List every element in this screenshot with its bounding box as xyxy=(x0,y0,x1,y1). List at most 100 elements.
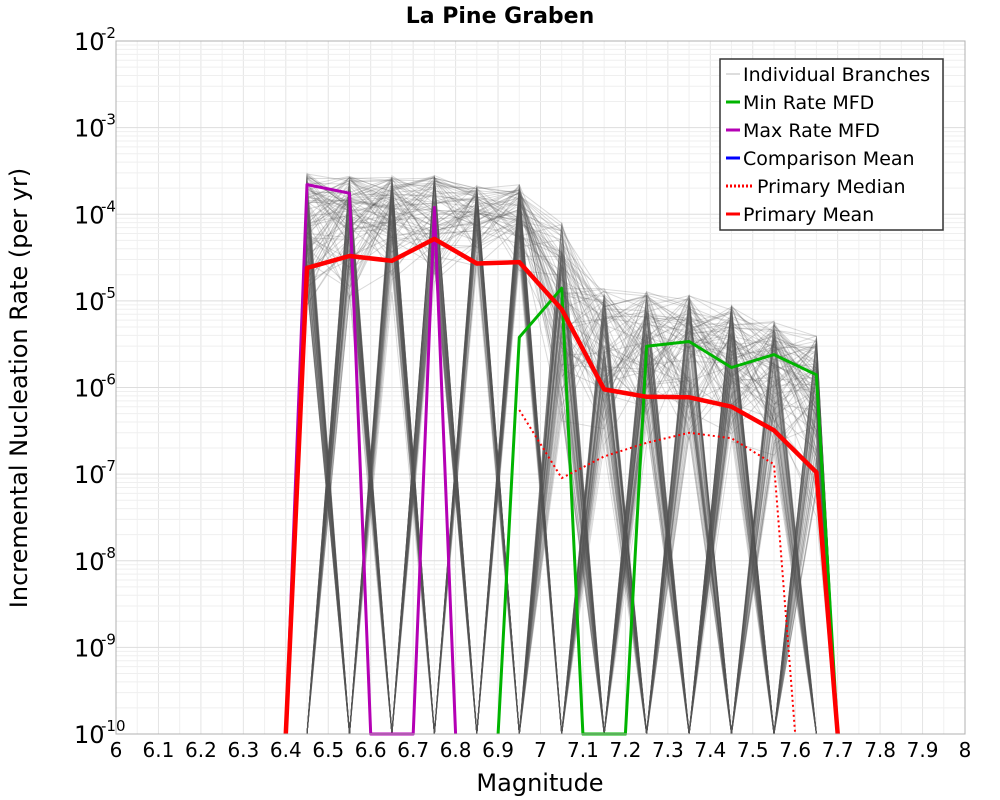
branch-line xyxy=(285,181,839,735)
y-tick-label: 10 xyxy=(74,461,105,489)
branch-line xyxy=(285,176,839,735)
branch-line xyxy=(285,195,838,735)
branch-line xyxy=(285,201,839,735)
x-tick-label: 7.6 xyxy=(779,738,811,762)
branch-line xyxy=(285,178,839,735)
y-tick-exponent: -8 xyxy=(101,544,116,562)
x-tick-label: 8 xyxy=(959,738,972,762)
branch-line xyxy=(285,194,838,735)
branch-line xyxy=(285,191,839,735)
branch-line xyxy=(285,181,838,735)
y-tick-label: 10 xyxy=(74,375,105,403)
x-tick-label: 7.2 xyxy=(609,738,641,762)
x-tick-label: 6.9 xyxy=(482,738,514,762)
x-tick-label: 6.8 xyxy=(440,738,472,762)
legend-label: Individual Branches xyxy=(743,64,930,86)
y-tick-exponent: -10 xyxy=(101,717,126,735)
grid-layer xyxy=(115,41,966,735)
series-min-rate-mfd xyxy=(496,286,840,736)
x-tick-label: 7.9 xyxy=(907,738,939,762)
branch-line xyxy=(285,253,838,735)
branch-line xyxy=(285,177,838,735)
y-tick-exponent: -6 xyxy=(101,371,116,389)
y-tick-label: 10 xyxy=(74,115,105,143)
branch-line xyxy=(285,191,839,735)
x-tick-label: 6.4 xyxy=(270,738,302,762)
y-tick-exponent: -5 xyxy=(101,284,116,302)
branch-line xyxy=(285,177,839,735)
branch-line xyxy=(285,209,839,735)
x-tick-labels: 6 6.1 6.2 6.3 6.4 6.5 6.6 6.7 6.8 6.9 7 7.1 7.2 7.3 7.… xyxy=(110,738,972,762)
branch-line xyxy=(285,209,839,735)
y-axis-label: Incremental Nucleation Rate (per yr) xyxy=(5,168,33,608)
x-tick-label: 6.6 xyxy=(355,738,387,762)
x-tick-label: 6.7 xyxy=(397,738,429,762)
branch-line xyxy=(285,180,838,735)
branch-line xyxy=(285,172,838,735)
branch-line xyxy=(285,179,839,735)
branch-line xyxy=(285,175,839,735)
y-tick-label: 10 xyxy=(74,288,105,316)
legend-box xyxy=(719,58,944,231)
legend: Individual Branches Min Rate MFD Max Rate … xyxy=(719,58,944,231)
branch-line xyxy=(285,222,839,735)
branch-line xyxy=(285,210,839,735)
x-tick-label: 6.3 xyxy=(227,738,259,762)
branch-line xyxy=(285,182,838,735)
x-axis-label: Magnitude xyxy=(476,769,603,797)
y-tick-label: 10 xyxy=(74,634,105,662)
branch-line xyxy=(285,177,839,735)
branch-line xyxy=(285,190,838,735)
branch-line xyxy=(285,188,838,735)
x-tick-label: 7.3 xyxy=(652,738,684,762)
y-tick-exponent: -9 xyxy=(101,630,116,648)
x-tick-label: 7.8 xyxy=(864,738,896,762)
x-tick-label: 7.5 xyxy=(737,738,769,762)
x-tick-label: 7.4 xyxy=(694,738,726,762)
branch-line xyxy=(285,182,839,735)
branch-line xyxy=(285,180,838,735)
branch-line xyxy=(285,187,838,735)
branch-line xyxy=(285,176,838,735)
legend-label: Comparison Mean xyxy=(743,148,915,170)
x-tick-label: 6.5 xyxy=(312,738,344,762)
branch-line xyxy=(285,235,838,735)
y-tick-label: 10 xyxy=(74,721,105,749)
chart-title: La Pine Graben xyxy=(406,4,595,29)
branch-line xyxy=(285,197,838,735)
branch-line xyxy=(285,189,838,735)
branch-line xyxy=(285,185,839,735)
series-primary-median xyxy=(518,409,797,735)
plot-frame xyxy=(115,40,966,735)
y-tick-exponent: -7 xyxy=(101,457,116,475)
x-tick-label: 7.1 xyxy=(567,738,599,762)
branch-line xyxy=(285,197,838,735)
branch-line xyxy=(285,224,839,735)
y-tick-label: 10 xyxy=(74,201,105,229)
x-tick-label: 6.2 xyxy=(185,738,217,762)
branch-line xyxy=(285,184,838,735)
branch-line xyxy=(285,210,839,735)
branch-line xyxy=(285,186,838,735)
branch-line xyxy=(285,190,838,735)
branch-line xyxy=(285,201,838,735)
series-primary-mean xyxy=(283,236,840,735)
y-tick-exponent: -4 xyxy=(101,197,116,215)
y-tick-label: 10 xyxy=(74,28,105,56)
branch-line xyxy=(285,177,839,735)
branch-line xyxy=(285,185,839,735)
x-tick-label: 7.7 xyxy=(822,738,854,762)
x-tick-label: 7 xyxy=(534,738,547,762)
branch-line xyxy=(285,266,838,735)
legend-label: Primary Mean xyxy=(743,204,874,226)
branch-line xyxy=(285,177,838,735)
branch-line xyxy=(285,191,838,735)
branch-line xyxy=(285,175,839,735)
x-tick-label: 6.1 xyxy=(143,738,175,762)
y-tick-exponent: -3 xyxy=(101,111,116,129)
y-tick-exponent: -2 xyxy=(101,24,116,42)
y-tick-label: 10 xyxy=(74,548,105,576)
branch-line xyxy=(285,204,839,735)
